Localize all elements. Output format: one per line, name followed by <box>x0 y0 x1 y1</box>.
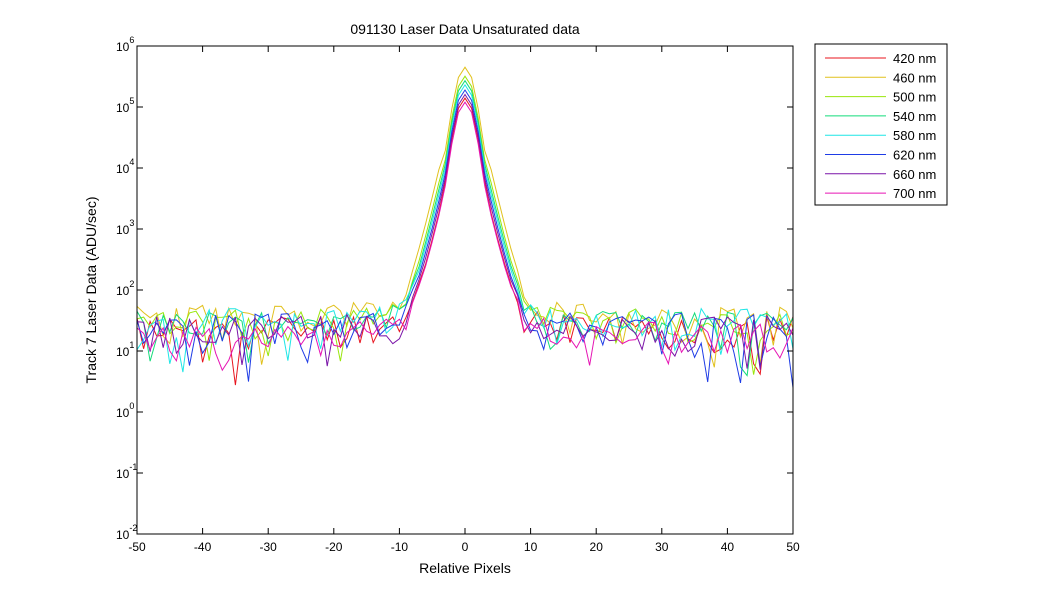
x-tick-label: 40 <box>721 540 735 554</box>
y-tick-label: 106 <box>116 35 134 54</box>
x-tick-label: 20 <box>590 540 604 554</box>
y-tick-label: 105 <box>116 96 134 115</box>
y-tick-label: 103 <box>116 218 134 237</box>
legend-items: 420 nm 460 nm 500 nm 540 nm 580 nm 620 nm 660 … <box>825 51 936 201</box>
legend-box <box>814 43 948 206</box>
x-tick-label: -20 <box>325 540 343 554</box>
legend-label: 420 nm <box>893 51 936 66</box>
x-tick-label: 50 <box>786 540 800 554</box>
y-tick-label: 102 <box>116 279 134 298</box>
series-line <box>136 79 794 377</box>
series-line <box>136 97 794 386</box>
series-line <box>136 101 794 372</box>
y-tick-label: 100 <box>116 401 134 420</box>
series-line <box>136 93 794 370</box>
x-tick-label: 10 <box>524 540 538 554</box>
y-tick-label: 10-2 <box>116 523 137 542</box>
y-axis-ticks: 10-2 10-1 100 101 102 103 104 105 106 <box>116 35 793 542</box>
x-tick-label: -10 <box>391 540 409 554</box>
series-line <box>136 66 794 368</box>
legend-label: 580 nm <box>893 128 936 143</box>
x-tick-label: 30 <box>655 540 669 554</box>
y-tick-label: 10-1 <box>116 462 137 481</box>
legend-label: 660 nm <box>893 167 936 182</box>
x-tick-label: -40 <box>194 540 212 554</box>
y-axis-label: Track 7 Laser Data (ADU/sec) <box>83 197 99 384</box>
chart-title: 091130 Laser Data Unsaturated data <box>350 21 580 37</box>
series-line <box>136 89 794 388</box>
series-line <box>136 83 794 373</box>
x-tick-label: -30 <box>260 540 278 554</box>
legend-label: 620 nm <box>893 148 936 163</box>
y-tick-label: 104 <box>116 157 134 176</box>
legend: 420 nm 460 nm 500 nm 540 nm 580 nm 620 nm 660 … <box>814 43 948 206</box>
legend-label: 500 nm <box>893 90 936 105</box>
legend-label: 540 nm <box>893 109 936 124</box>
legend-label: 700 nm <box>893 186 936 201</box>
series-group <box>136 66 794 388</box>
x-axis-label: Relative Pixels <box>419 560 511 576</box>
plot-area: -50 -40 -30 -20 -10 0 10 20 30 40 50 10-210-110010… <box>116 35 800 554</box>
x-tick-label: 0 <box>462 540 469 554</box>
y-tick-label: 101 <box>116 340 134 359</box>
x-axis-ticks: -50 -40 -30 -20 -10 0 10 20 30 40 50 <box>128 46 800 554</box>
x-tick-label: -50 <box>128 540 146 554</box>
legend-label: 460 nm <box>893 70 936 85</box>
plot-background <box>137 46 793 534</box>
